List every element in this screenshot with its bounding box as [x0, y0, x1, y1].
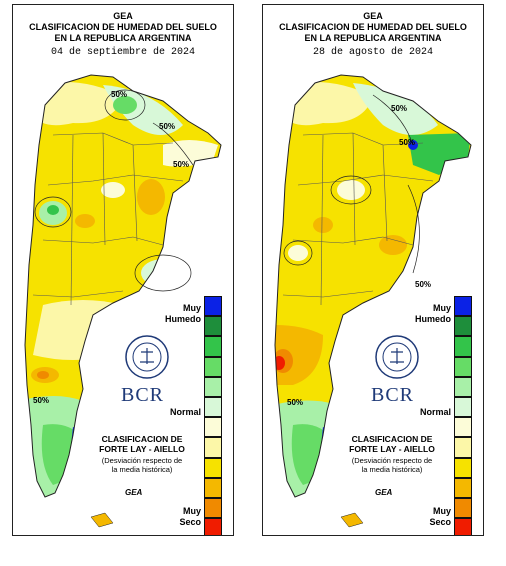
legend-swatch [204, 396, 222, 418]
bcr-logo: BCR [121, 384, 165, 406]
legend-label-very-wet: Muy Humedo [165, 303, 201, 324]
legend-swatch [204, 356, 222, 377]
deviation-note: (Desviación respecto de la media históric… [101, 456, 183, 474]
contour-label: 50% [399, 138, 415, 147]
legend-label-normal: Normal [169, 407, 201, 417]
contour-label: 50% [111, 90, 127, 99]
contour-label: 50% [33, 396, 49, 405]
legend-swatch [454, 316, 472, 337]
legend-swatch [454, 417, 472, 438]
legend-swatch [454, 356, 472, 377]
title-country: EN LA REPUBLICA ARGENTINA [54, 33, 192, 43]
contour-label: 50% [391, 104, 407, 113]
legend-swatch [204, 437, 222, 458]
gea-watermark: GEA [375, 488, 393, 497]
legend-swatch [454, 457, 472, 478]
legend-swatch [454, 396, 472, 418]
legend-swatch [204, 336, 222, 357]
legend-swatch [204, 518, 222, 535]
classification-title: CLASIFICACION DE FORTE LAY - AIELLO [99, 434, 185, 454]
legend-swatch [204, 376, 222, 397]
legend-swatch [204, 316, 222, 337]
bcr-seal-icon [125, 335, 169, 379]
legend-swatch [454, 518, 472, 535]
legend-swatch [454, 376, 472, 397]
contour-label: 50% [159, 122, 175, 131]
legend-swatch [454, 477, 472, 498]
deviation-note: (Desviación respecto de la media históric… [351, 456, 433, 474]
title-main: CLASIFICACION DE HUMEDAD DEL SUELO [29, 22, 217, 32]
bcr-seal-icon [375, 335, 419, 379]
legend-label-very-dry: Muy Seco [429, 506, 451, 527]
legend-swatch [454, 497, 472, 519]
bcr-logo: BCR [371, 384, 415, 406]
legend-swatch [204, 497, 222, 519]
legend-swatch [204, 417, 222, 438]
gea-watermark: GEA [125, 488, 143, 497]
legend-swatch [454, 296, 472, 317]
argentina-soil-moisture-map: 50% 50% 50% 50% GEA [24, 74, 222, 528]
title-gea: GEA [363, 11, 383, 21]
argentina-soil-moisture-map: 50% 50% 50% 50% GEA [274, 74, 472, 528]
legend-label-very-wet: Muy Humedo [415, 303, 451, 324]
legend-swatch [454, 437, 472, 458]
map-panel-right: GEA CLASIFICACION DE HUMEDAD DEL SUELO E… [262, 4, 484, 536]
legend-swatch [204, 477, 222, 498]
moisture-legend [204, 296, 222, 535]
map-panel-left: GEA CLASIFICACION DE HUMEDAD DEL SUELO E… [12, 4, 234, 536]
title-country: EN LA REPUBLICA ARGENTINA [304, 33, 442, 43]
legend-swatch [204, 296, 222, 317]
legend-label-very-dry: Muy Seco [179, 506, 201, 527]
map-date: 04 de septiembre de 2024 [50, 47, 196, 58]
contour-label: 50% [287, 398, 303, 407]
legend-swatch [454, 336, 472, 357]
contour-label: 50% [415, 280, 431, 289]
title-main: CLASIFICACION DE HUMEDAD DEL SUELO [279, 22, 467, 32]
legend-swatch [204, 457, 222, 478]
contour-label: 50% [173, 160, 189, 169]
classification-title: CLASIFICACION DE FORTE LAY - AIELLO [349, 434, 435, 454]
title-gea: GEA [113, 11, 133, 21]
map-date: 28 de agosto de 2024 [312, 47, 434, 58]
moisture-legend [454, 296, 472, 535]
legend-label-normal: Normal [419, 407, 451, 417]
